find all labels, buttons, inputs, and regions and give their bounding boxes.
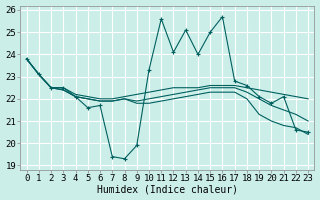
X-axis label: Humidex (Indice chaleur): Humidex (Indice chaleur) xyxy=(97,184,238,194)
